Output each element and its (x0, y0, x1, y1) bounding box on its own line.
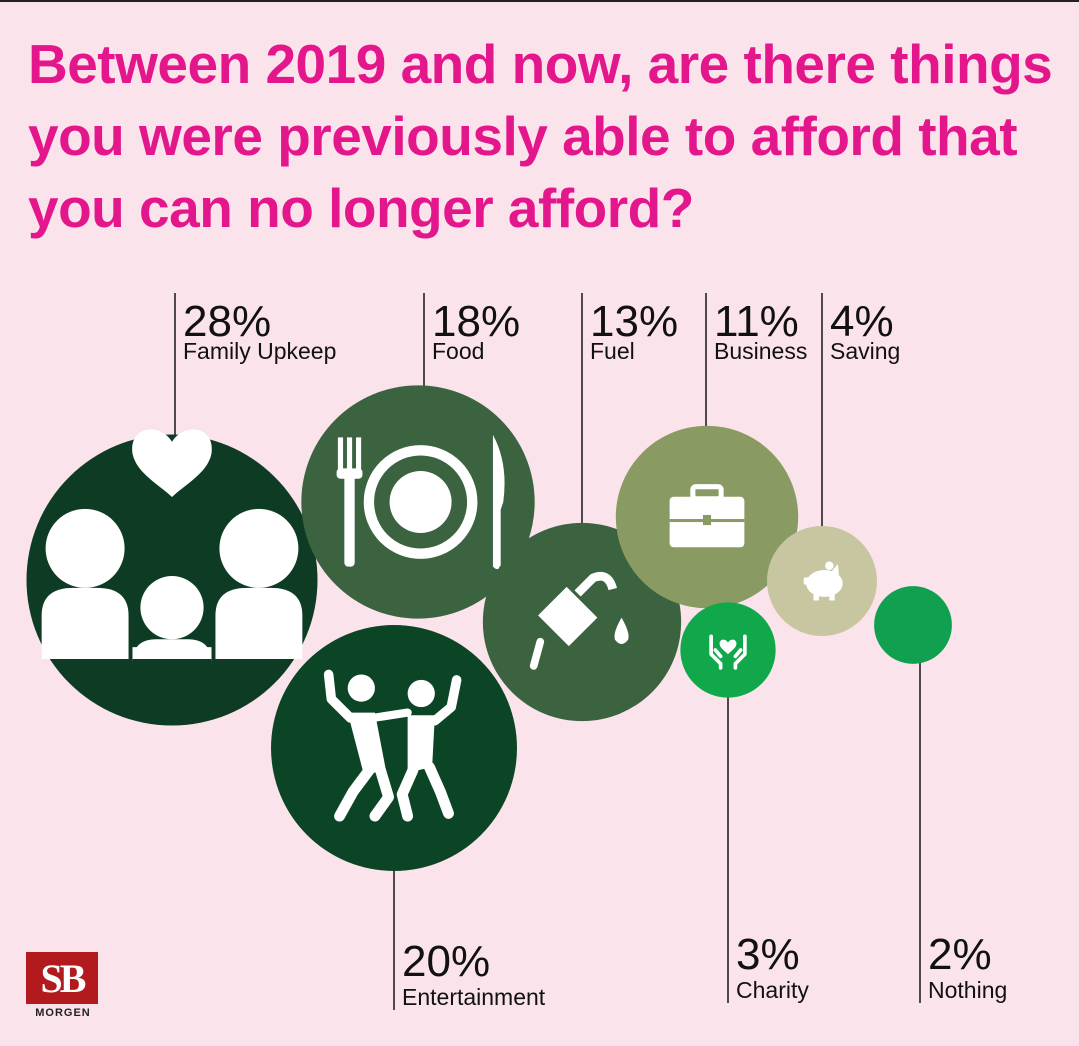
family-icon (41, 429, 303, 663)
value-label-fuel: 13% (590, 297, 678, 346)
category-label-food: Food (432, 338, 484, 364)
logo: SB MORGEN (26, 952, 100, 1024)
value-label-food: 18% (432, 297, 520, 346)
category-label-family-upkeep: Family Upkeep (183, 338, 336, 364)
value-label-charity: 3% (736, 930, 800, 979)
value-label-nothing: 2% (928, 930, 992, 979)
bubble-nothing (874, 586, 952, 664)
category-label-saving: Saving (830, 338, 900, 364)
category-label-fuel: Fuel (590, 338, 635, 364)
value-label-entertainment: 20% (402, 937, 490, 986)
fuel-pump-icon (529, 571, 629, 670)
category-label-entertainment: Entertainment (402, 984, 546, 1010)
piggy-bank-icon (803, 561, 843, 601)
logo-text: MORGEN (35, 1007, 91, 1019)
dancing-people-icon (323, 669, 462, 822)
category-label-business: Business (714, 338, 807, 364)
value-label-family-upkeep: 28% (183, 297, 271, 346)
logo-mark: SB (26, 952, 98, 1004)
value-label-saving: 4% (830, 297, 894, 346)
charity-hands-icon (709, 634, 747, 670)
briefcase-icon (669, 484, 745, 548)
category-label-charity: Charity (736, 977, 809, 1003)
category-label-nothing: Nothing (928, 977, 1007, 1003)
top-border (0, 0, 1079, 2)
food-plate-icon (336, 434, 505, 570)
bubble-entertainment (271, 625, 517, 871)
page-title: Between 2019 and now, are there things y… (28, 33, 1053, 239)
value-label-business: 11% (714, 297, 799, 346)
